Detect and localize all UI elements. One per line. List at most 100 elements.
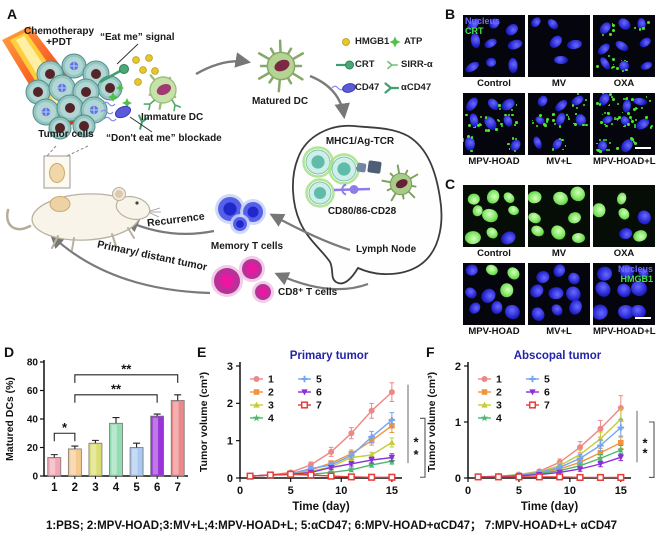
micrograph-label: Control — [477, 78, 511, 89]
micrograph-cell: MV — [528, 15, 590, 90]
svg-text:Time (day): Time (day) — [521, 501, 578, 513]
svg-text:3: 3 — [496, 400, 502, 412]
svg-text:0: 0 — [237, 485, 243, 497]
svg-text:2: 2 — [455, 361, 461, 373]
micrograph-label: MPV-HOAD — [468, 326, 520, 337]
micrograph-cell: Nucleus CRT Control — [463, 15, 525, 90]
label-pdt: +PDT — [46, 37, 72, 48]
micrograph-image-mvl-crt — [528, 93, 590, 155]
svg-text:3: 3 — [227, 361, 233, 373]
svg-text:2: 2 — [227, 398, 233, 410]
legend-label-atp: ATP — [404, 36, 423, 47]
micrograph-cell: Control — [463, 185, 525, 260]
svg-text:6: 6 — [154, 482, 160, 494]
micrograph-cell: MV+L — [528, 263, 590, 338]
label-dont-eat-me: “Don't eat me” blockade — [106, 133, 222, 144]
svg-text:7: 7 — [544, 400, 550, 412]
svg-text:**: ** — [111, 381, 122, 396]
scale-bar — [635, 316, 651, 319]
micrograph-label: MPV-HOAD+L — [593, 156, 656, 167]
svg-text:*: * — [413, 435, 419, 450]
svg-text:3: 3 — [268, 400, 274, 412]
svg-text:6: 6 — [316, 387, 322, 399]
svg-text:15: 15 — [615, 485, 627, 497]
panel-label-f: F — [426, 344, 435, 360]
micrograph-image-mpvhoad-crt — [463, 93, 525, 155]
micrograph-label: MPV-HOAD+L — [593, 326, 656, 337]
svg-text:10: 10 — [335, 485, 347, 497]
micrograph-cell: MV — [528, 185, 590, 260]
label-matured-dc: Matured DC — [251, 96, 309, 107]
svg-text:2: 2 — [72, 482, 78, 494]
micrograph-image-mv-crt — [528, 15, 590, 77]
micrograph-cell: OXA — [593, 185, 655, 260]
micrograph-cell: Nucleus HMGB1 MPV-HOAD+L — [593, 263, 656, 338]
label-tumor-cells: Tumor cells — [38, 129, 94, 140]
micrograph-image-mpvhoadl-crt — [593, 93, 655, 155]
figure-caption: 1:PBS; 2:MPV-HOAD;3:MV+L;4:MPV-HOAD+L; 5… — [45, 520, 618, 532]
panel-label-a: A — [7, 6, 18, 22]
svg-text:20: 20 — [27, 443, 39, 454]
svg-text:1: 1 — [227, 435, 233, 447]
legend-label-sirpa: SIRR-α — [401, 59, 433, 70]
svg-text:6: 6 — [544, 387, 550, 399]
series-7 — [474, 473, 625, 481]
micrograph-cell: MPV-HOAD — [463, 263, 525, 338]
micrograph-label: MV+L — [546, 326, 572, 337]
svg-text:Primary tumor: Primary tumor — [290, 350, 369, 362]
svg-text:**: ** — [121, 361, 132, 376]
svg-text:2: 2 — [496, 387, 502, 399]
svg-text:1: 1 — [496, 374, 502, 386]
svg-text:7: 7 — [175, 482, 181, 494]
micrograph-image-mvl-hmgb1 — [528, 263, 590, 325]
label-lymph-node: Lymph Node — [356, 244, 417, 255]
svg-text:7: 7 — [316, 400, 322, 412]
micrograph-cell: MV+L — [528, 93, 590, 168]
micrograph-image-control-crt: Nucleus CRT — [463, 15, 525, 77]
micrograph-cell: OXA — [593, 15, 655, 90]
micrograph-image-mpvhoad-hmgb1 — [463, 263, 525, 325]
label-chemotherapy: Chemotherapy — [23, 26, 94, 37]
svg-text:0: 0 — [32, 472, 38, 483]
svg-text:5: 5 — [133, 482, 140, 494]
svg-text:Time (day): Time (day) — [292, 501, 349, 513]
svg-text:15: 15 — [386, 485, 398, 497]
panel-a-illustration — [2, 26, 443, 303]
micrograph-label: OXA — [613, 248, 635, 259]
svg-text:40: 40 — [27, 415, 39, 426]
micrograph-label: MV — [551, 248, 567, 259]
panel-label-c: C — [445, 176, 456, 192]
svg-text:5: 5 — [288, 485, 294, 497]
micrograph-label: MPV-HOAD — [468, 156, 520, 167]
legend-label-crt: CRT — [355, 59, 375, 70]
svg-text:0: 0 — [227, 473, 233, 485]
svg-text:4: 4 — [496, 413, 502, 425]
micrograph-cell: MPV-HOAD — [463, 93, 525, 168]
micrograph-cell: MPV-HOAD+L — [593, 93, 656, 168]
svg-text:4: 4 — [268, 413, 274, 425]
svg-text:1: 1 — [268, 374, 274, 386]
label-cd80-cd28: CD80/86-CD28 — [327, 206, 397, 217]
micrograph-image-mv-hmgb1 — [528, 185, 590, 247]
svg-text:5: 5 — [544, 374, 550, 386]
svg-text:5: 5 — [316, 374, 322, 386]
svg-text:Matured DCs (%): Matured DCs (%) — [4, 377, 16, 461]
label-mhc-tcr: MHC1/Ag-TCR — [325, 136, 395, 147]
svg-text:*: * — [642, 445, 648, 460]
scale-bar — [635, 146, 651, 149]
micrograph-label: OXA — [613, 78, 635, 89]
svg-text:Abscopal tumor: Abscopal tumor — [514, 350, 602, 362]
svg-text:*: * — [413, 447, 419, 462]
micrograph-label: Control — [477, 248, 511, 259]
panel-b-grid: Nucleus CRT Control MV OXA MPV-HOAD MV+L … — [463, 15, 656, 168]
svg-text:0: 0 — [455, 473, 461, 485]
series-7 — [246, 470, 396, 481]
svg-text:Tumor volume (cm³): Tumor volume (cm³) — [198, 372, 210, 472]
svg-text:0: 0 — [465, 485, 471, 497]
panel-c-grid: Control MV OXA MPV-HOAD MV+L Nucleus HMGB… — [463, 185, 656, 338]
svg-text:Tumor volume (cm³): Tumor volume (cm³) — [426, 372, 438, 472]
